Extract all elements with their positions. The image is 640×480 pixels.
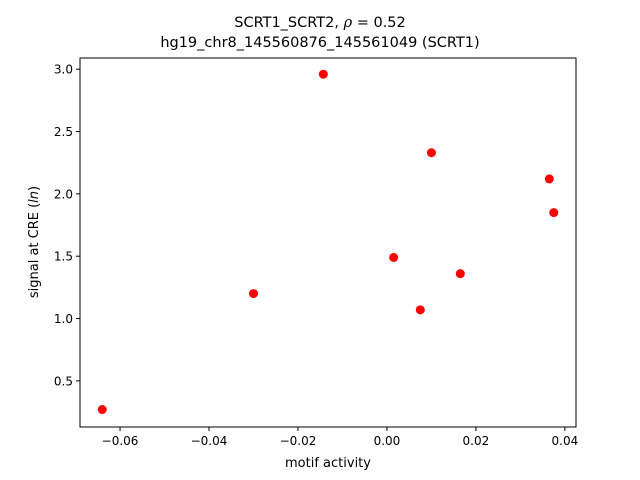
data-point <box>544 174 554 184</box>
y-tick-label: 0.5 <box>54 374 73 388</box>
data-point <box>97 405 107 415</box>
data-point <box>455 269 465 279</box>
y-axis-label: signal at CRE (ln) <box>27 186 42 298</box>
y-axis-label-italic: ln <box>27 191 42 203</box>
y-tick-label: 2.0 <box>54 187 73 201</box>
data-points <box>97 69 559 415</box>
y-tick-label: 1.5 <box>54 250 73 264</box>
y-axis-ticks: 0.5 1.0 1.5 2.0 2.5 3.0 <box>54 63 80 388</box>
chart-title-line1: SCRT1_SCRT2, ρ = 0.52 <box>0 14 640 32</box>
plot-frame <box>79 57 577 428</box>
x-axis-ticks: −0.06 −0.04 −0.02 0.00 0.02 0.04 <box>102 427 579 448</box>
data-point <box>248 289 258 299</box>
y-tick-label: 2.5 <box>54 125 73 139</box>
x-tick-label: 0.00 <box>374 434 401 448</box>
title-prefix: SCRT1_SCRT2, <box>234 15 344 31</box>
data-point <box>389 252 399 262</box>
x-tick-label: −0.04 <box>191 434 228 448</box>
data-point <box>426 148 436 158</box>
data-point <box>318 69 328 79</box>
y-tick-label: 3.0 <box>54 63 73 77</box>
x-tick-label: −0.06 <box>102 434 139 448</box>
x-tick-label: −0.02 <box>280 434 317 448</box>
y-axis-label-prefix: signal at CRE ( <box>27 203 42 298</box>
x-axis-label: motif activity <box>285 456 371 471</box>
data-point <box>549 208 559 218</box>
x-tick-label: 0.04 <box>552 434 579 448</box>
y-axis-label-suffix: ) <box>27 186 42 191</box>
chart-title-line2: hg19_chr8_145560876_145561049 (SCRT1) <box>160 35 480 51</box>
y-tick-label: 1.0 <box>54 312 73 326</box>
data-point <box>415 305 425 315</box>
rho-value: = 0.52 <box>352 15 406 31</box>
rho-symbol: ρ <box>343 15 353 31</box>
x-tick-label: 0.02 <box>463 434 490 448</box>
